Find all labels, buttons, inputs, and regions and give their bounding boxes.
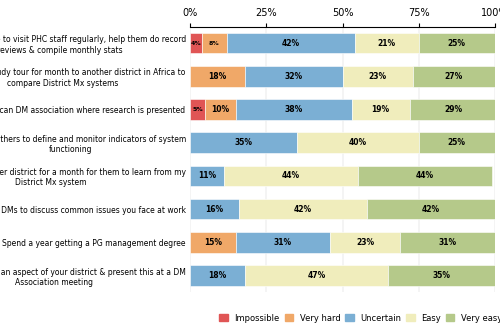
Text: 35%: 35% — [234, 138, 252, 147]
Text: 5%: 5% — [192, 107, 203, 112]
Text: 15%: 15% — [204, 238, 222, 247]
Bar — [358, 166, 492, 186]
Text: 42%: 42% — [282, 39, 300, 48]
Bar — [239, 199, 367, 219]
Bar — [190, 132, 297, 153]
Text: 47%: 47% — [308, 271, 326, 280]
Bar — [297, 132, 419, 153]
Text: 35%: 35% — [432, 271, 450, 280]
Bar — [245, 265, 388, 286]
Bar — [412, 66, 495, 87]
Text: 10%: 10% — [212, 105, 230, 114]
Text: 21%: 21% — [378, 39, 396, 48]
Text: 4%: 4% — [190, 41, 202, 46]
Text: 44%: 44% — [416, 171, 434, 181]
Bar — [388, 265, 495, 286]
Text: 27%: 27% — [444, 72, 463, 81]
Text: 31%: 31% — [274, 238, 292, 247]
Text: 44%: 44% — [282, 171, 300, 181]
Bar — [342, 66, 412, 87]
Bar — [419, 33, 495, 53]
Bar — [190, 199, 239, 219]
Text: 29%: 29% — [445, 105, 463, 114]
Text: 42%: 42% — [294, 205, 312, 214]
Bar — [206, 99, 236, 120]
Bar — [190, 265, 245, 286]
Bar — [190, 66, 245, 87]
Text: 18%: 18% — [208, 72, 226, 81]
Text: 31%: 31% — [438, 238, 457, 247]
Text: 42%: 42% — [422, 205, 440, 214]
Text: 11%: 11% — [198, 171, 216, 181]
Text: 19%: 19% — [372, 105, 390, 114]
Bar — [190, 166, 224, 186]
Bar — [224, 166, 358, 186]
Text: 25%: 25% — [448, 138, 466, 147]
Text: 38%: 38% — [284, 105, 303, 114]
Text: 40%: 40% — [348, 138, 367, 147]
Bar — [352, 99, 410, 120]
Bar — [354, 33, 419, 53]
Bar — [226, 33, 354, 53]
Bar — [190, 232, 236, 253]
Bar — [190, 99, 206, 120]
Bar — [419, 132, 495, 153]
Text: 32%: 32% — [284, 72, 303, 81]
Bar — [410, 99, 498, 120]
Bar — [236, 99, 352, 120]
Text: 23%: 23% — [356, 238, 374, 247]
Bar — [245, 66, 342, 87]
Bar — [400, 232, 495, 253]
Bar — [330, 232, 400, 253]
Text: 16%: 16% — [206, 205, 224, 214]
Bar — [236, 232, 330, 253]
Text: 8%: 8% — [209, 41, 220, 46]
Text: 23%: 23% — [368, 72, 386, 81]
Bar — [202, 33, 226, 53]
Legend: Impossible, Very hard, Uncertain, Easy, Very easy: Impossible, Very hard, Uncertain, Easy, … — [220, 313, 500, 322]
Bar — [367, 199, 495, 219]
Text: 25%: 25% — [448, 39, 466, 48]
Text: 18%: 18% — [208, 271, 226, 280]
Bar — [190, 33, 202, 53]
